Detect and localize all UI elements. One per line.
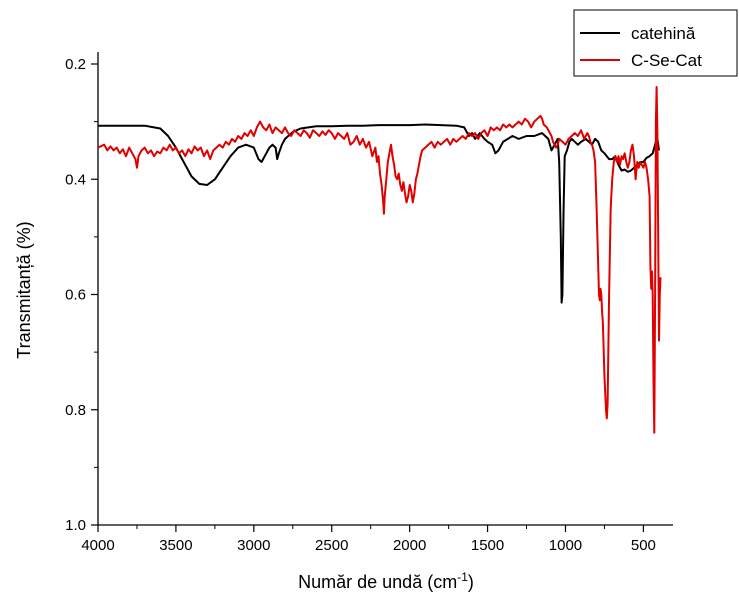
- legend: catehină C-Se-Cat: [573, 9, 738, 77]
- y-axis-title: Transmitanță (%): [14, 221, 34, 358]
- x-tick-label: 1000: [549, 537, 582, 554]
- ticks: [91, 63, 644, 532]
- x-tick-label: 3000: [237, 537, 270, 554]
- series-line-c-se-cat: [97, 86, 662, 434]
- y-tick-label: 0.2: [65, 56, 86, 73]
- axes: [97, 52, 673, 526]
- y-tick-label: 0.8: [65, 402, 86, 419]
- y-tick-label: 0.4: [65, 171, 86, 188]
- x-tick-label: 3500: [159, 537, 192, 554]
- legend-label-c-se-cat: C-Se-Cat: [631, 51, 702, 70]
- y-tick-label: 0.6: [65, 287, 86, 304]
- plot-area: [97, 86, 662, 434]
- x-axis-title-end: ): [468, 572, 474, 592]
- x-tick-label: 2500: [315, 537, 348, 554]
- x-tick-label: 2000: [393, 537, 426, 554]
- x-axis-title-sup: -1: [457, 570, 468, 584]
- x-tick-label: 4000: [81, 537, 114, 554]
- y-tick-label: 1.0: [65, 517, 86, 534]
- tick-labels: 4000 3500 3000 2500 2000 1500 1000 500 0.2 0.4 0.6…: [65, 56, 656, 554]
- x-axis-title: Număr de undă (cm-1): [298, 570, 474, 592]
- x-tick-label: 500: [631, 537, 656, 554]
- legend-label-catehina: catehină: [631, 24, 696, 43]
- legend-box: [573, 9, 738, 77]
- x-tick-label: 1500: [471, 537, 504, 554]
